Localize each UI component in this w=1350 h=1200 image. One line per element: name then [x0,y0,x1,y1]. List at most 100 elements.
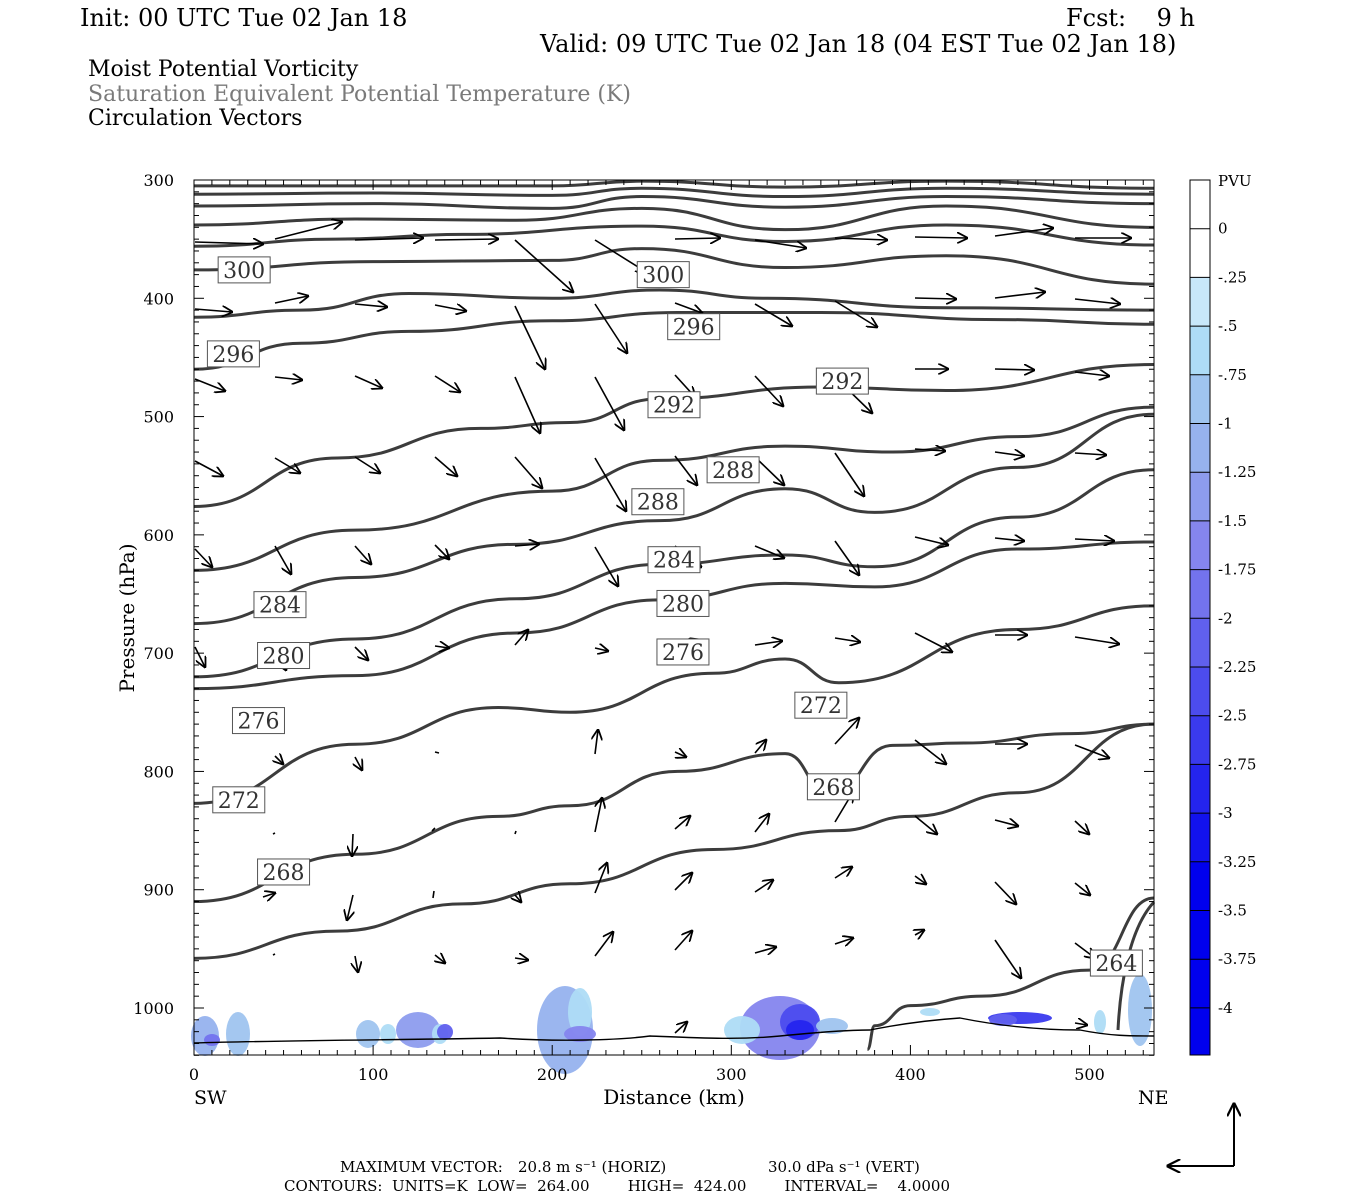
circulation-vector [754,239,806,248]
contour-label-box [257,858,311,886]
pv-blob [724,1016,760,1044]
circulation-vector [1074,299,1120,304]
colorbar-swatch [1190,861,1210,1055]
circulation-vector [514,544,539,546]
pv-blob [356,1020,380,1048]
contour-label: 292 [821,370,863,395]
circulation-vector [194,646,205,667]
contour-label: 292 [653,394,695,419]
y-axis-title: Pressure (hPa) [115,544,139,693]
contour-label: 268 [812,776,854,801]
colorbar-swatch [1190,374,1210,424]
circulation-vector [674,302,702,313]
x-tick-label: 0 [189,1065,199,1084]
colorbar-swatch [1190,472,1210,521]
colorbar-label: -2.25 [1218,658,1256,676]
circulation-vector [434,646,449,648]
circulation-vector [675,752,686,757]
circulation-vector [834,718,859,745]
contour-label: 276 [237,710,279,735]
pv-blob [226,1012,250,1056]
circulation-vector [1074,636,1119,644]
circulation-vector [1074,453,1106,455]
colorbar-swatch [1190,764,1210,814]
terrain-line [193,1017,1155,1044]
circulation-vector [914,739,946,764]
colorbar-swatch [1190,326,1210,375]
circulation-vector [674,931,692,951]
circulation-vector [674,238,720,239]
circulation-vector [355,756,362,770]
theta-es-contour [193,195,1155,210]
pv-blob [816,1018,848,1034]
colorbar-label: -1.5 [1218,512,1247,530]
circulation-vector [274,296,308,304]
theta-es-contour [193,288,1155,319]
circulation-vector [594,648,608,651]
theta-es-contour [193,310,1155,371]
contour-label-box [794,691,848,719]
colorbar-label: -3.75 [1218,950,1256,968]
circulation-vector [435,955,445,963]
circulation-vector [674,873,692,891]
circulation-vector [1074,744,1109,758]
contour-label: 296 [673,316,715,341]
colorbar-label: -2.75 [1218,755,1256,773]
contour-label-box [656,589,710,617]
circulation-vector [594,932,613,957]
circulation-vector [514,630,528,646]
colorbar-swatch [1190,569,1210,619]
contour-label-box [647,546,701,574]
colorbar-frame [1189,179,1211,1056]
circulation-vector [514,456,542,488]
circulation-vector [434,456,457,476]
colorbar-label: -4 [1218,999,1233,1017]
colorbar-label: -1.25 [1218,463,1256,481]
contour-label-box [253,591,307,619]
y-tick-label: 500 [143,408,174,427]
circulation-vector [994,939,1021,978]
contour-label-box [206,340,260,368]
forecast-hour: Fcst: 9 h [1066,4,1196,32]
x-tick-label: 400 [895,1065,926,1084]
valid-time: Valid: 09 UTC Tue 02 Jan 18 (04 EST Tue … [540,30,1177,58]
circulation-vector [834,452,864,496]
terrain-path [193,1017,1155,1044]
contour-label: 280 [263,645,305,670]
contour-label-box [217,256,271,284]
colorbar-label: -.5 [1218,317,1237,335]
theta-es-contour [193,204,1155,232]
circulation-vector [1074,882,1090,895]
circulation-vector [754,375,783,406]
circulation-vector [674,816,690,830]
circulation-vector [834,638,860,642]
circulation-vector [1074,1023,1087,1025]
circulation-vector [274,222,342,240]
circulation-vector [194,309,232,312]
circulation-vector [434,544,449,559]
max-vector-horiz: 20.8 m s⁻¹ (HORIZ) [518,1158,667,1176]
pv-blob [920,1008,940,1016]
y-tick-label: 600 [143,526,174,545]
pv-blob [786,1020,814,1040]
title-vectors: Circulation Vectors [88,106,303,131]
circulation-vector [994,452,1024,456]
axis-ticks: 300 400 500 600 700 800 900 1000 0 100 200 300 400 50… [133,171,1154,1084]
circulation-vector [434,239,498,240]
circulation-vector [194,242,263,244]
colorbar-swatch [1190,277,1210,327]
theta-es-contour [193,722,1155,904]
circulation-vector [834,938,853,944]
circulation-vector [194,460,223,476]
circulation-vector [272,953,276,956]
contour-label-box [647,391,701,419]
sw-label: SW [194,1087,227,1109]
circulation-vector [594,798,602,833]
contour-labels: 300 300 296 296 292 292 288 288 284 284 280 280 276 2… [206,256,1143,977]
contour-label-box [667,313,721,341]
circulation-vector [914,815,937,834]
title-theta-es: Saturation Equivalent Potential Temperat… [88,82,631,107]
circulation-vector [514,958,528,960]
colorbar-swatch [1190,715,1210,765]
pv-shading [191,974,1152,1074]
